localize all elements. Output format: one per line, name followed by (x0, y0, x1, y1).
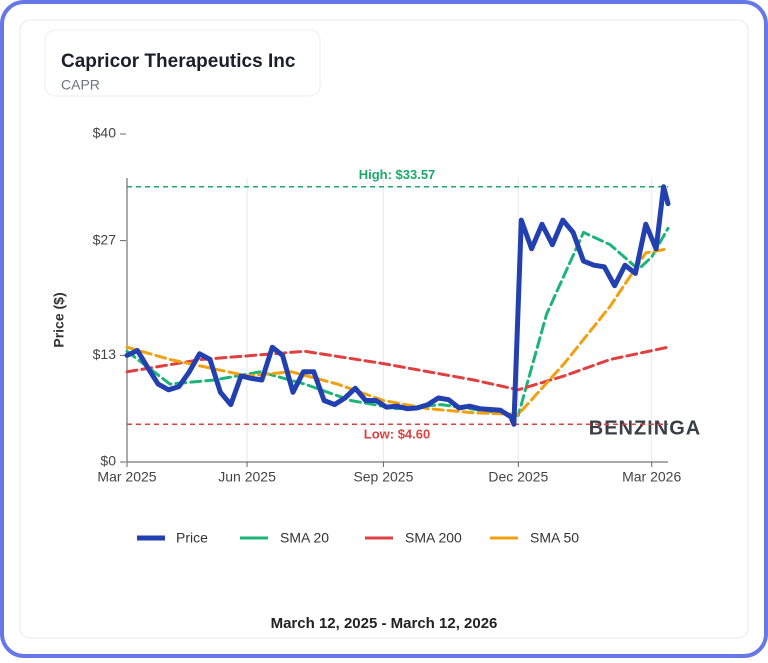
legend-label: SMA 50 (530, 530, 579, 546)
watermark: BENZINGA (589, 417, 701, 439)
y-tick-label: $13 (93, 346, 117, 362)
x-tick-label: Sep 2025 (353, 469, 413, 485)
legend-label: SMA 200 (405, 530, 462, 546)
series-line (124, 184, 671, 427)
ticker: CAPR (61, 77, 100, 93)
y-tick-label: $0 (100, 453, 116, 469)
legend-label: SMA 20 (280, 530, 329, 546)
x-tick-label: Mar 2025 (97, 469, 156, 485)
title-box (44, 29, 321, 97)
legend-label: Price (176, 530, 208, 546)
y-tick-label: $27 (93, 231, 117, 247)
watermark-box (572, 410, 717, 446)
x-tick-label: Dec 2025 (488, 469, 548, 485)
chart-title: Capricor Therapeutics Inc (61, 51, 296, 72)
date-range: March 12, 2025 - March 12, 2026 (271, 615, 498, 632)
x-tick-label: Jun 2025 (218, 469, 276, 485)
card (19, 19, 749, 639)
series-line (125, 345, 670, 392)
reference-label: Low: $4.60 (364, 427, 430, 442)
x-tick-label: Mar 2026 (622, 469, 681, 485)
y-axis-label: Price ($) (51, 292, 67, 347)
reference-label: High: $33.57 (359, 167, 436, 182)
y-tick-label: $40 (93, 125, 117, 141)
